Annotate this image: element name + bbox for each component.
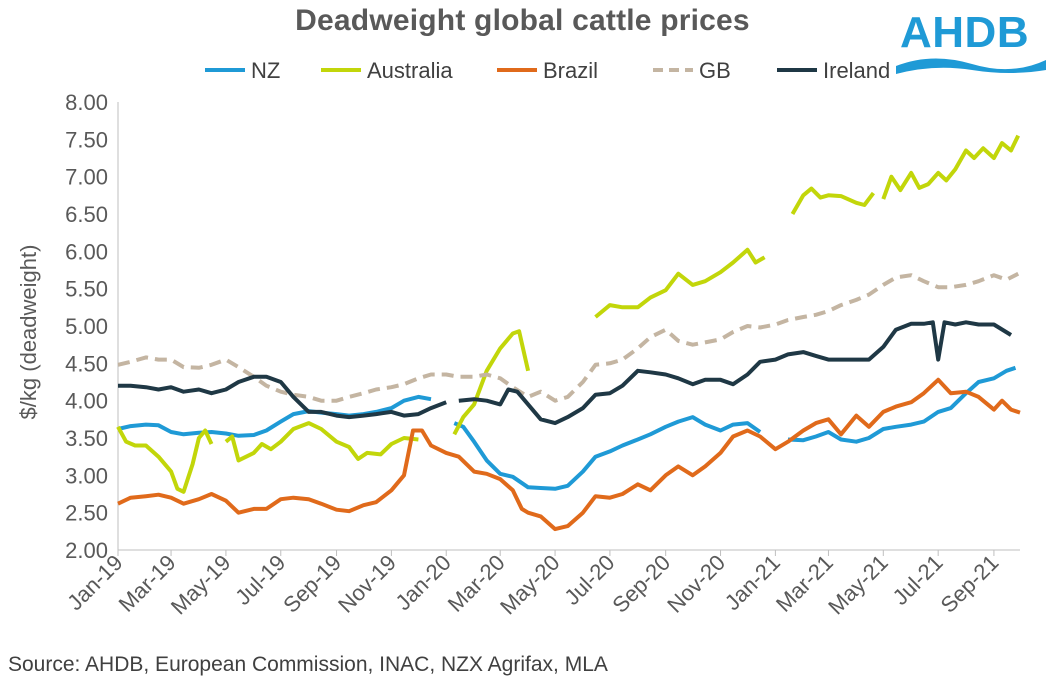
legend-label-gb: GB xyxy=(699,58,731,83)
x-tick-label: Jan-20 xyxy=(391,550,456,615)
x-tick-label: Jan-21 xyxy=(720,550,785,615)
logo-text: AHDB xyxy=(900,8,1030,57)
ahdb-logo: AHDB xyxy=(892,8,1050,78)
x-tick-label: Sep-20 xyxy=(607,550,675,618)
y-tick-label: 8.00 xyxy=(65,90,108,115)
x-tick-label: May-20 xyxy=(495,550,565,620)
y-tick-label: 6.50 xyxy=(65,202,108,227)
legend-label-brazil: Brazil xyxy=(543,58,598,83)
series-line-brazil xyxy=(117,377,1021,532)
chart-title: Deadweight global cattle prices xyxy=(295,4,750,37)
y-tick-label: 4.50 xyxy=(65,351,108,376)
y-axis-label: $/kg (deadweight) xyxy=(16,245,41,420)
legend-label-nz: NZ xyxy=(251,58,280,83)
logo-swoosh-icon xyxy=(896,58,1046,74)
series-brazil xyxy=(117,377,1021,532)
series-layer xyxy=(116,134,1021,532)
x-tick-label: Nov-19 xyxy=(333,550,401,618)
source-note: Source: AHDB, European Commission, INAC,… xyxy=(8,653,608,676)
y-tick-label: 3.00 xyxy=(65,463,108,488)
series-line-gb xyxy=(117,271,1020,403)
chart-legend: NZ Australia Brazil GB Ireland xyxy=(205,58,890,83)
legend-label-australia: Australia xyxy=(367,58,453,83)
y-tick-label: 2.50 xyxy=(65,501,108,526)
x-tick-label: May-21 xyxy=(823,550,893,620)
series-line-australia xyxy=(116,134,1021,494)
chart-axes: 2.00 2.50 3.00 3.50 4.00 4.50 5.00 5.50 6.00 6.50… xyxy=(16,90,1020,619)
y-tick-label: 2.00 xyxy=(65,538,108,563)
legend-label-ireland: Ireland xyxy=(823,58,890,83)
series-line-ireland xyxy=(118,320,1013,426)
y-tick-label: 4.00 xyxy=(65,389,108,414)
y-tick-label: 7.50 xyxy=(65,127,108,152)
x-tick-label: May-19 xyxy=(166,550,236,620)
series-line-nz xyxy=(117,365,1017,491)
series-australia xyxy=(116,134,1021,494)
y-tick-label: 5.50 xyxy=(65,277,108,302)
y-tick-label: 6.00 xyxy=(65,239,108,264)
y-tick-label: 5.00 xyxy=(65,314,108,339)
x-tick-label: Nov-20 xyxy=(662,550,730,618)
y-tick-label: 3.50 xyxy=(65,426,108,451)
series-nz xyxy=(117,365,1017,491)
x-tick-label: Sep-19 xyxy=(278,550,346,618)
y-tick-label: 7.00 xyxy=(65,165,108,190)
series-gb xyxy=(117,271,1020,403)
series-ireland xyxy=(118,320,1013,426)
x-tick-label: Sep-21 xyxy=(936,550,1004,618)
